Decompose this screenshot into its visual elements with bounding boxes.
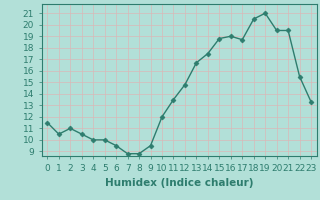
X-axis label: Humidex (Indice chaleur): Humidex (Indice chaleur) xyxy=(105,178,253,188)
